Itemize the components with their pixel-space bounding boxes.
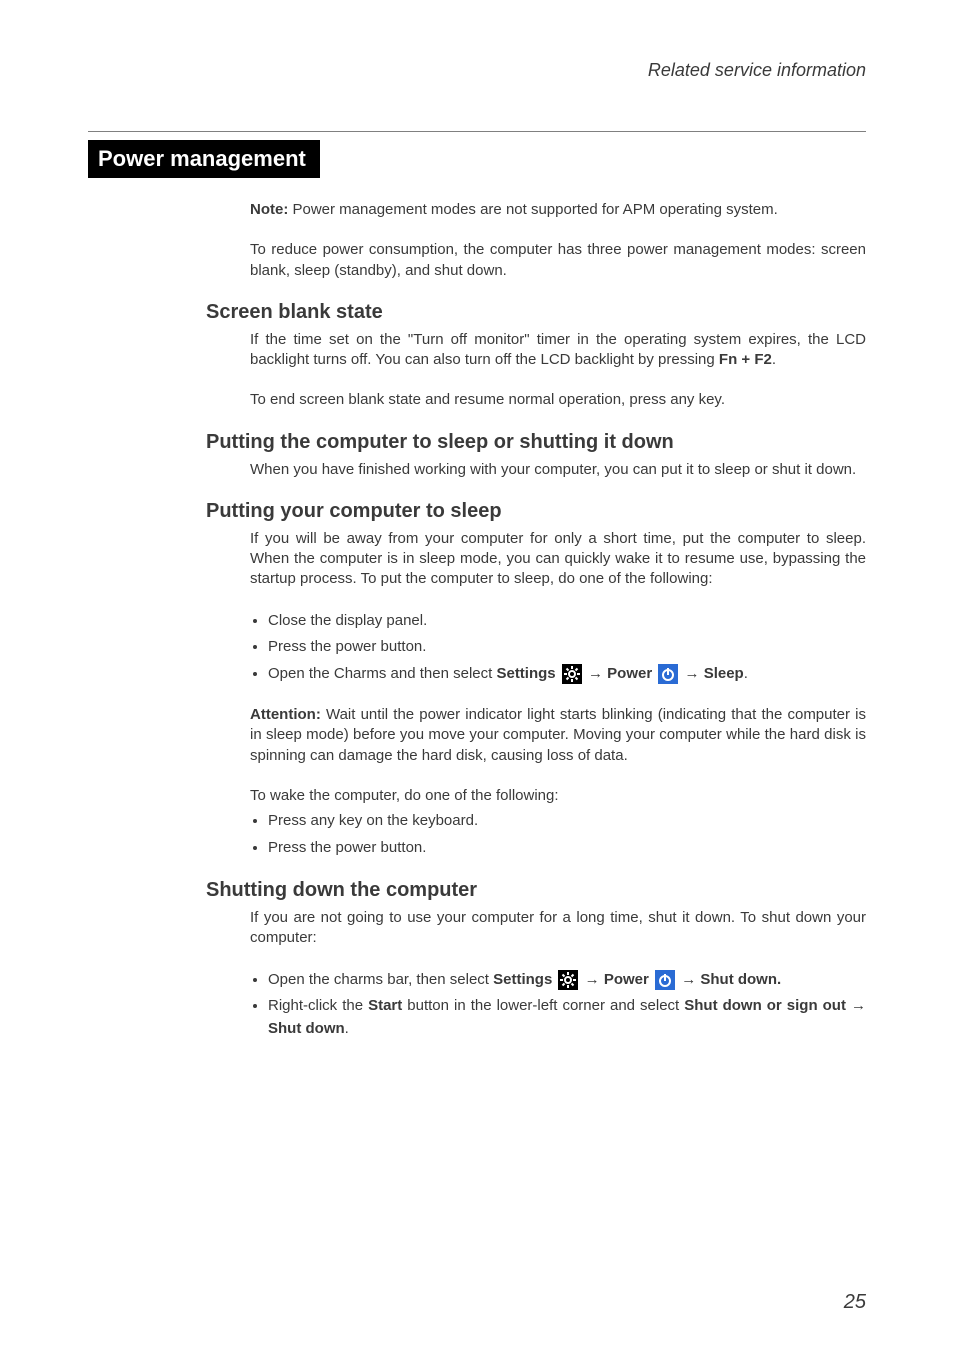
arrow: → xyxy=(588,665,607,682)
section-title: Power management xyxy=(88,140,320,178)
text: . xyxy=(772,351,776,368)
attention-text: Wait until the power indicator light sta… xyxy=(250,706,866,764)
running-header: Related service information xyxy=(88,60,866,81)
list-item: Press the power button. xyxy=(268,837,866,860)
arrow: → xyxy=(685,665,704,682)
text: . xyxy=(345,1020,349,1037)
arrow: → xyxy=(585,971,604,988)
heading-shutdown: Shutting down the computer xyxy=(206,879,866,902)
page-number: 25 xyxy=(844,1291,866,1314)
arrow: → xyxy=(846,997,866,1014)
text: Open the Charms and then select xyxy=(268,665,496,682)
settings-label: Settings xyxy=(493,971,552,988)
arrow: → xyxy=(681,971,700,988)
shutdown-label: Shut down xyxy=(268,1020,345,1037)
power-icon xyxy=(655,970,675,990)
shutdown-label: Shut down. xyxy=(700,971,781,988)
screen-blank-p2: To end screen blank state and resume nor… xyxy=(250,390,866,410)
screen-blank-p1: If the time set on the "Turn off monitor… xyxy=(250,330,866,371)
gear-icon xyxy=(558,970,578,990)
key-combo: Fn + F2 xyxy=(719,351,772,368)
text: Open the charms bar, then select xyxy=(268,971,493,988)
shut-or-sign-label: Shut down or sign out xyxy=(684,997,846,1014)
heading-sleep-or-shut: Putting the computer to sleep or shuttin… xyxy=(206,431,866,454)
text: Right-click the xyxy=(268,997,368,1014)
settings-label: Settings xyxy=(496,665,555,682)
note-paragraph: Note: Power management modes are not sup… xyxy=(250,200,866,220)
wake-intro: To wake the computer, do one of the foll… xyxy=(250,786,866,806)
shutdown-list: Open the charms bar, then select Setting… xyxy=(250,969,866,1041)
note-text: Power management modes are not supported… xyxy=(288,201,777,218)
sleep-or-shut-p: When you have finished working with your… xyxy=(250,460,866,480)
list-item: Open the charms bar, then select Setting… xyxy=(268,969,866,992)
list-item: Open the Charms and then select Settings… xyxy=(268,663,866,686)
divider xyxy=(88,131,866,132)
start-label: Start xyxy=(368,997,402,1014)
list-item: Close the display panel. xyxy=(268,610,866,633)
intro-paragraph: To reduce power consumption, the compute… xyxy=(250,240,866,281)
power-icon xyxy=(658,664,678,684)
list-item: Press the power button. xyxy=(268,636,866,659)
list-item: Right-click the Start button in the lowe… xyxy=(268,995,866,1040)
power-label: Power xyxy=(607,665,652,682)
wake-list: Press any key on the keyboard. Press the… xyxy=(250,810,866,859)
power-label: Power xyxy=(604,971,649,988)
note-label: Note: xyxy=(250,201,288,218)
heading-screen-blank: Screen blank state xyxy=(206,301,866,324)
attention-label: Attention: xyxy=(250,706,321,723)
list-item: Press any key on the keyboard. xyxy=(268,810,866,833)
shutdown-p: If you are not going to use your compute… xyxy=(250,908,866,949)
heading-sleep: Putting your computer to sleep xyxy=(206,500,866,523)
sleep-p1: If you will be away from your computer f… xyxy=(250,529,866,590)
text: button in the lower-left corner and sele… xyxy=(402,997,684,1014)
attention-paragraph: Attention: Wait until the power indicato… xyxy=(250,705,866,766)
sleep-list: Close the display panel. Press the power… xyxy=(250,610,866,686)
sleep-label: Sleep xyxy=(704,665,744,682)
gear-icon xyxy=(562,664,582,684)
